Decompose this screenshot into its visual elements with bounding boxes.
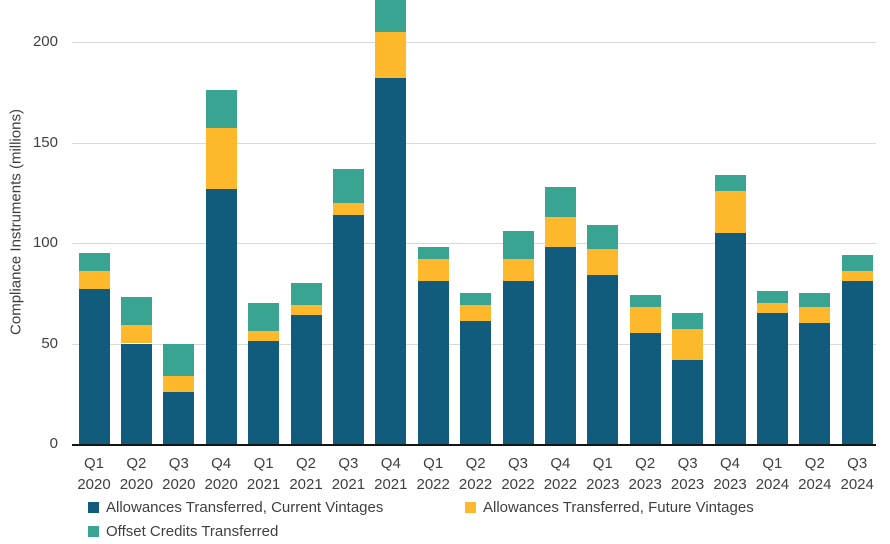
- bar-segment: [290, 283, 322, 306]
- legend-swatch-future-vintages-icon: [465, 501, 476, 513]
- bar-segment: [502, 259, 534, 282]
- x-tick-label: Q4 2022: [543, 455, 578, 493]
- x-tick-label: Q2 2023: [628, 455, 662, 493]
- bar-segment: [460, 321, 492, 444]
- x-tick-label: Q2 2021: [289, 455, 323, 493]
- bar-segment: [672, 359, 704, 444]
- bar-segment: [672, 329, 704, 360]
- bar-segment: [544, 186, 576, 217]
- bar-segment: [629, 333, 661, 444]
- bar-segment: [417, 259, 449, 282]
- y-tick-label-200: 200: [32, 33, 58, 50]
- bar-segment: [78, 253, 110, 272]
- bar-segment: [78, 289, 110, 444]
- x-tick-label: Q4 2020: [204, 455, 238, 493]
- x-tick-label: Q3 2020: [162, 455, 196, 493]
- y-tick-label-0: 0: [49, 435, 58, 452]
- y-tick-label-100: 100: [32, 234, 58, 251]
- bar-segment: [841, 281, 873, 444]
- bar-segment: [248, 303, 280, 332]
- bar-segment: [163, 375, 195, 392]
- bar-segment: [714, 232, 746, 444]
- bar-segment: [332, 214, 364, 444]
- bar-segment: [544, 216, 576, 247]
- bar-segment: [799, 323, 831, 444]
- legend-swatch-offset-credits-icon: [88, 525, 99, 537]
- bar-segment: [332, 202, 364, 215]
- bar-segment: [163, 343, 195, 376]
- bar-segment: [248, 341, 280, 444]
- bar-segment: [841, 255, 873, 272]
- bar-segment: [460, 293, 492, 306]
- bar-segment: [587, 224, 619, 250]
- legend-label-future-vintages: Allowances Transferred, Future Vintages: [483, 498, 754, 516]
- bar-segment: [120, 343, 152, 444]
- x-tick-label: Q4 2023: [713, 455, 747, 493]
- bar-segment: [205, 90, 237, 129]
- bar-segment: [163, 391, 195, 444]
- x-tick-label: Q3 2023: [670, 455, 705, 493]
- bar-segment: [714, 190, 746, 233]
- bar-segment: [120, 297, 152, 326]
- bar-segment: [714, 174, 746, 191]
- legend-item-future-vintages: Allowances Transferred, Future Vintages: [465, 498, 754, 516]
- legend-label-current-vintages: Allowances Transferred, Current Vintages: [106, 498, 384, 516]
- bar-segment: [375, 78, 407, 444]
- bar-segment: [417, 281, 449, 444]
- x-tick-label: Q3 2024: [840, 455, 874, 493]
- x-tick-label: Q3 2021: [331, 455, 366, 493]
- bar-segment: [332, 168, 364, 203]
- gridline-150: [72, 142, 876, 144]
- gridline-100: [72, 243, 876, 244]
- bar-segment: [756, 313, 788, 444]
- bar-segment: [587, 249, 619, 276]
- x-tick-label: Q3 2022: [501, 455, 535, 493]
- bar-segment: [587, 275, 619, 444]
- bar-segment: [799, 307, 831, 324]
- x-tick-label: Q4 2021: [374, 455, 408, 493]
- bar-segment: [841, 271, 873, 282]
- bar-segment: [460, 305, 492, 322]
- bar-segment: [502, 230, 534, 260]
- bar-segment: [78, 271, 110, 290]
- bar-segment: [248, 331, 280, 342]
- bar-segment: [672, 313, 704, 330]
- x-tick-label: Q2 2020: [119, 455, 154, 493]
- bar-segment: [629, 307, 661, 334]
- x-tick-label: Q1 2023: [586, 455, 620, 493]
- bar-segment: [799, 293, 831, 308]
- legend-item-current-vintages: Allowances Transferred, Current Vintages: [88, 498, 384, 516]
- bar-segment: [120, 325, 152, 344]
- y-tick-label-150: 150: [32, 133, 58, 151]
- bar-segment: [629, 295, 661, 308]
- bar-segment: [375, 0, 407, 32]
- bar-segment: [544, 247, 576, 444]
- bar-segment: [205, 188, 237, 444]
- legend-swatch-current-vintages-icon: [88, 501, 99, 513]
- legend-label-offset-credits: Offset Credits Transferred: [106, 522, 279, 540]
- bar-segment: [205, 128, 237, 189]
- bar-segment: [756, 291, 788, 304]
- x-tick-label: Q1 2022: [416, 455, 450, 493]
- y-tick-label-50: 50: [41, 334, 58, 352]
- bar-segment: [290, 305, 322, 316]
- bar-segment: [417, 247, 449, 260]
- legend-item-offset-credits: Offset Credits Transferred: [88, 522, 279, 540]
- bar-segment: [375, 31, 407, 79]
- gridline-200: [72, 42, 876, 43]
- bar-segment: [756, 303, 788, 314]
- bar-segment: [290, 315, 322, 444]
- bar-segment: [502, 281, 534, 444]
- x-tick-label: Q1 2020: [77, 455, 111, 493]
- x-tick-label: Q2 2022: [458, 455, 493, 493]
- x-tick-label: Q2 2024: [798, 455, 832, 493]
- x-axis-line: [72, 444, 876, 446]
- x-tick-label: Q1 2021: [246, 455, 281, 493]
- x-tick-label: Q1 2024: [755, 455, 790, 493]
